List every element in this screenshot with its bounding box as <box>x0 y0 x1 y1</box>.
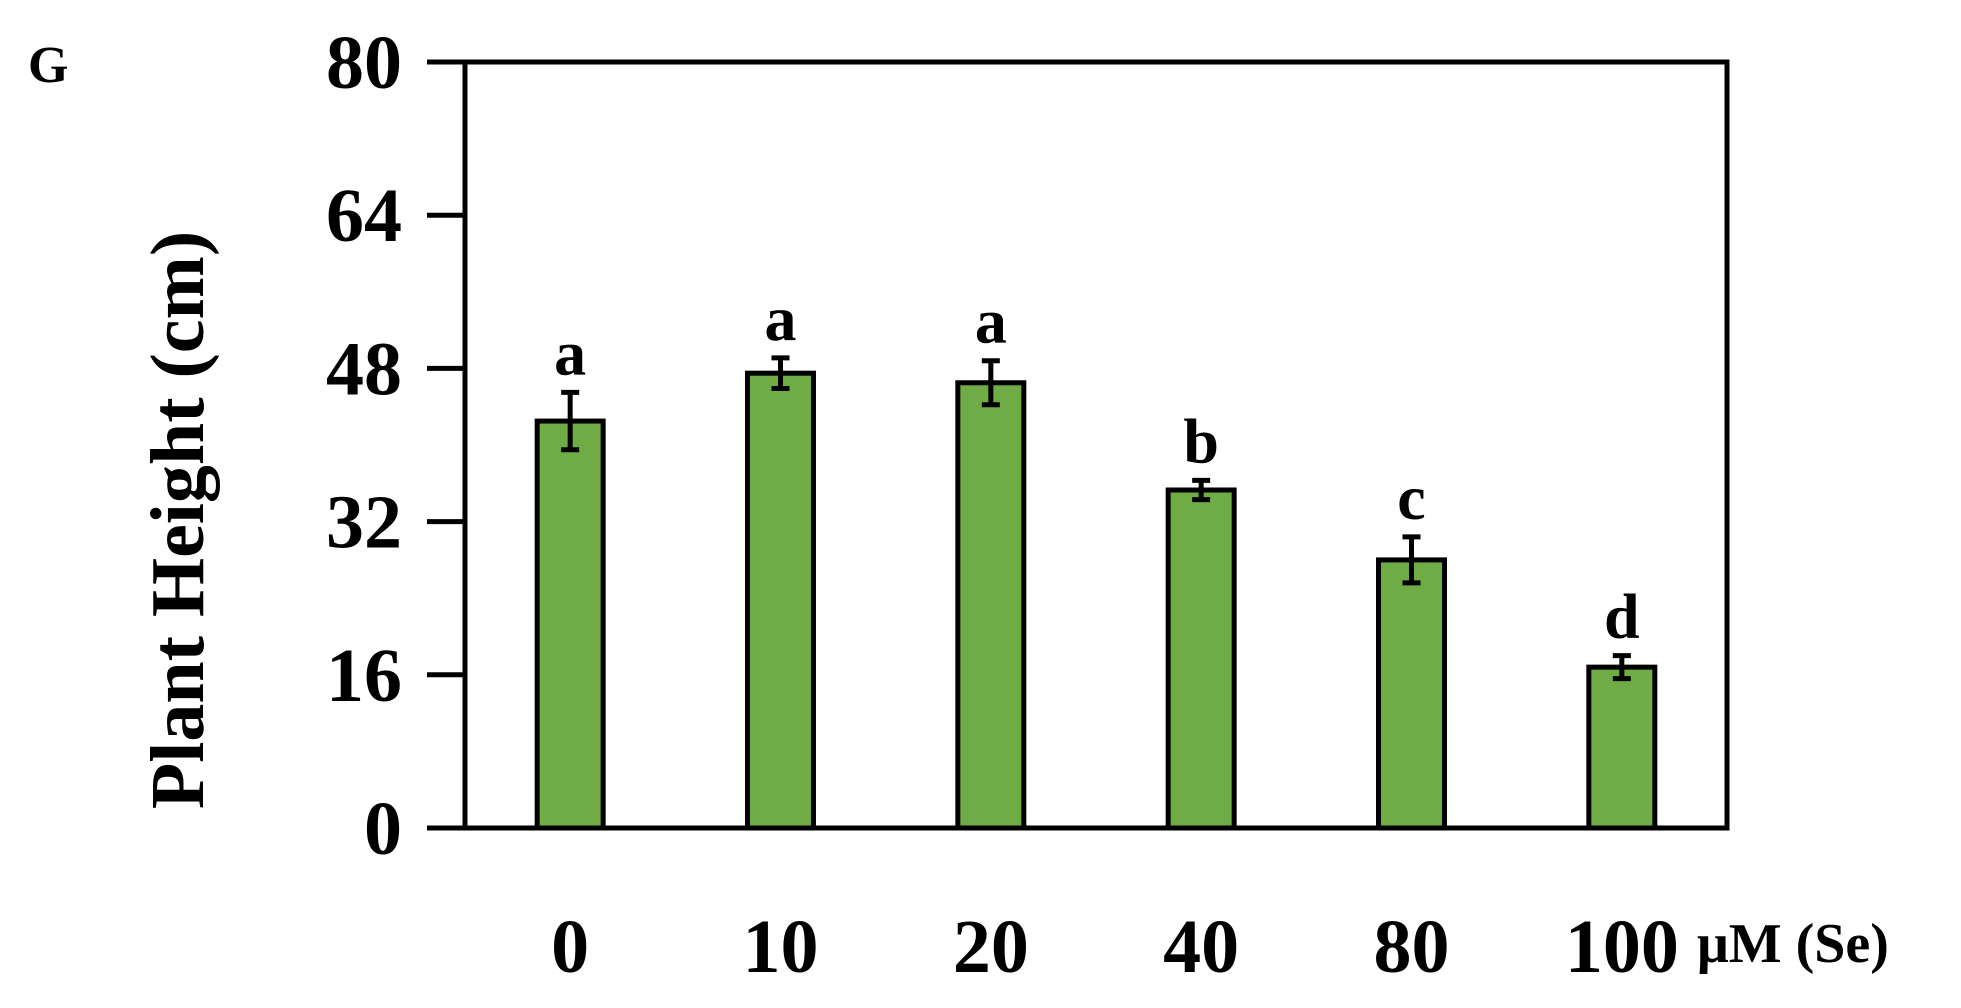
y-tick-label: 16 <box>326 634 402 718</box>
bar <box>534 418 606 831</box>
panel-label: G <box>28 37 68 94</box>
x-tick-label: 10 <box>743 905 819 989</box>
y-axis-label: Plant Height (cm) <box>136 231 220 809</box>
significance-label: a <box>975 286 1007 357</box>
x-tick-label: 100 <box>1565 905 1679 989</box>
significance-label: d <box>1604 581 1640 652</box>
plot-frame <box>462 59 1730 831</box>
y-tick-label: 64 <box>326 174 402 258</box>
bar <box>955 380 1027 831</box>
significance-label: c <box>1397 462 1425 533</box>
y-tick-label: 48 <box>326 327 402 411</box>
bar <box>1165 487 1237 831</box>
x-tick-label: 20 <box>953 905 1029 989</box>
bar-series: a a a b c d <box>534 283 1658 831</box>
bar <box>1586 664 1658 831</box>
bar <box>745 370 816 831</box>
significance-label: b <box>1183 405 1219 476</box>
y-tick-label: 0 <box>364 787 402 871</box>
significance-label: a <box>554 317 586 388</box>
x-tick-label: 40 <box>1163 905 1239 989</box>
x-axis-unit-label: μM (Se) <box>1697 913 1889 975</box>
y-tick-label: 80 <box>326 21 402 105</box>
x-tick-label: 80 <box>1374 905 1450 989</box>
significance-label: a <box>765 283 797 354</box>
x-tick-label: 0 <box>551 905 589 989</box>
y-axis: 0 16 32 48 64 80 <box>326 21 465 871</box>
x-axis: 0 10 20 40 80 100 <box>551 905 1679 989</box>
bar <box>1376 557 1447 831</box>
y-tick-label: 32 <box>326 481 402 565</box>
